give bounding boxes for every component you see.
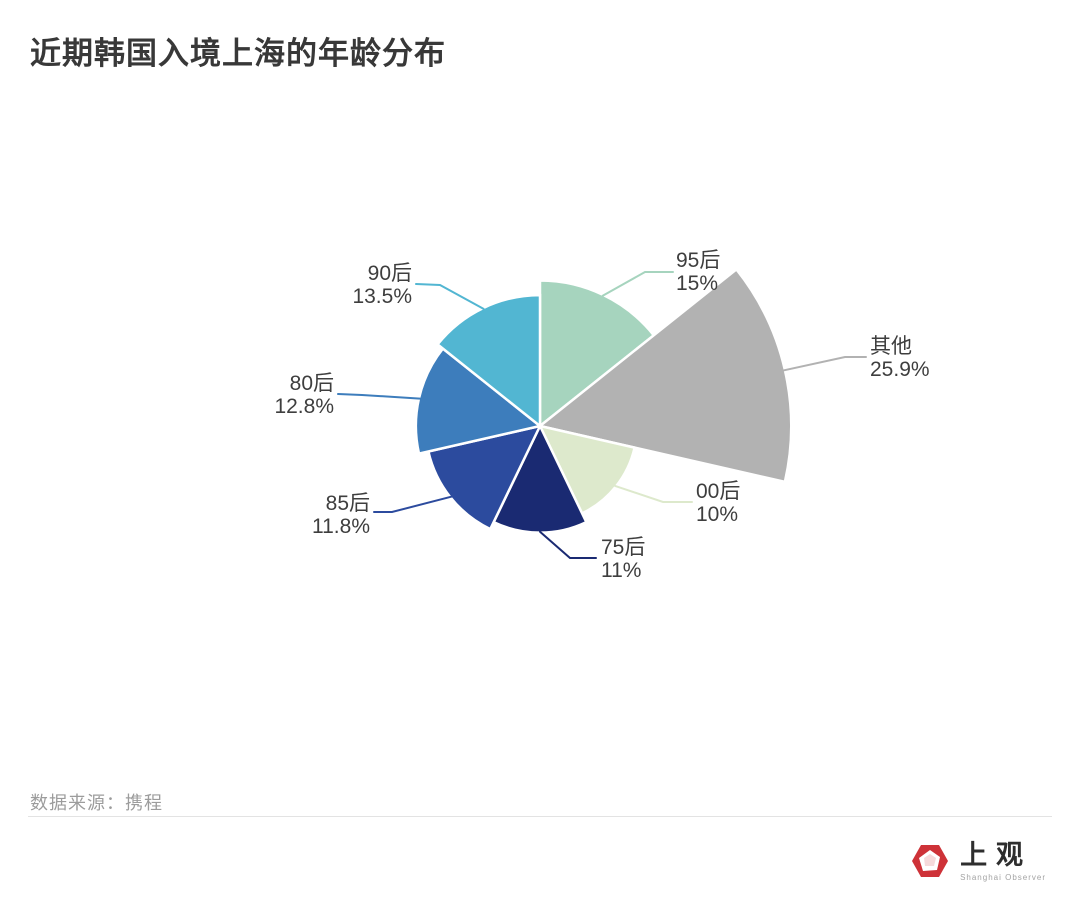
pie-label-6: 90后 13.5% xyxy=(352,262,412,308)
footer-divider xyxy=(28,816,1052,817)
pie-label-value: 10% xyxy=(696,503,739,526)
pie-leader-line-1 xyxy=(783,356,867,372)
pie-label-1: 其他 25.9% xyxy=(870,335,930,381)
pie-label-value: 11.8% xyxy=(312,515,370,538)
pie-label-value: 15% xyxy=(676,272,719,295)
pie-label-2: 00后 10% xyxy=(696,480,740,526)
pie-leader-line-2 xyxy=(614,484,693,503)
pie-leader-line-3 xyxy=(539,530,597,559)
logo-subtitle: Shanghai Observer xyxy=(960,873,1046,882)
logo-name: 上观 xyxy=(960,840,1033,871)
pie-label-value: 11% xyxy=(601,559,642,582)
pie-label-name: 00后 xyxy=(696,480,741,503)
pie-label-name: 90后 xyxy=(367,262,412,285)
data-source-label: 数据来源：携程 xyxy=(30,793,163,813)
pie-leader-line-5 xyxy=(337,393,421,400)
pie-leader-line-4 xyxy=(373,495,453,513)
pie-label-value: 12.8% xyxy=(274,395,334,418)
pie-label-value: 13.5% xyxy=(352,285,412,308)
pie-leader-line-6 xyxy=(415,283,485,310)
chart-title: 近期韩国入境上海的年龄分布 xyxy=(30,36,446,71)
shanghai-observer-logo: 上观 Shanghai Observer xyxy=(910,841,1046,882)
pie-label-name: 80后 xyxy=(289,372,334,395)
pie-label-value: 25.9% xyxy=(870,358,930,381)
pie-label-5: 80后 12.8% xyxy=(274,372,334,418)
pie-label-name: 75后 xyxy=(601,536,646,559)
pie-label-name: 95后 xyxy=(676,249,721,272)
pie-label-name: 其他 xyxy=(870,335,912,358)
pie-label-name: 85后 xyxy=(325,492,370,515)
aperture-hexagon-icon xyxy=(912,845,949,877)
pie-label-3: 75后 11% xyxy=(601,536,645,582)
pie-label-0: 95后 15% xyxy=(676,249,720,295)
pie-leader-line-0 xyxy=(601,271,674,297)
pie-label-4: 85后 11.8% xyxy=(312,492,370,538)
